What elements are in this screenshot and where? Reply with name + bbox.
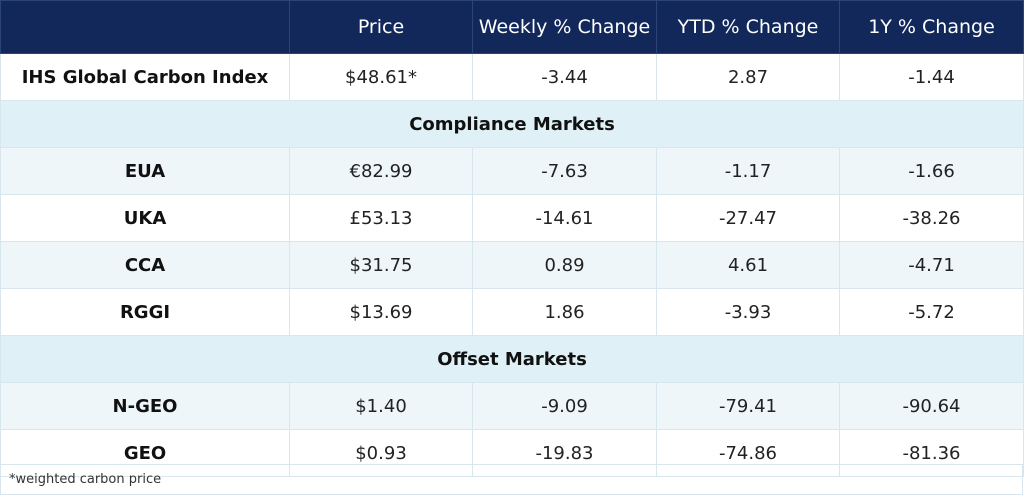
header-row: Price Weekly % Change YTD % Change 1Y % …	[0, 0, 1024, 54]
table-row: IHS Global Carbon Index $48.61* -3.44 2.87-…	[0, 53, 1024, 101]
weekly-change-cell: -9.09	[472, 382, 657, 430]
section-row: Offset Markets	[0, 335, 1024, 383]
weekly-change-cell: -14.61	[472, 194, 657, 242]
ytd-change-cell: -27.47	[656, 194, 840, 242]
header-cell-ytd-change: YTD % Change	[656, 0, 840, 54]
weekly-change-cell: 1.86	[472, 288, 657, 336]
table-row: UKA £53.13 -14.61 -27.47 -38.26	[0, 194, 1024, 242]
ytd-change-cell: 4.61	[656, 241, 840, 289]
price-cell: $48.61*	[289, 53, 473, 101]
row-label: EUA	[0, 147, 290, 195]
one-year-change-cell: -4.71	[839, 241, 1024, 289]
price-cell: $0.93	[289, 429, 473, 477]
table-row: RGGI $13.69 1.86 -3.93 -5.72	[0, 288, 1024, 336]
ytd-change-cell: -74.86	[656, 429, 840, 477]
price-cell: $31.75	[289, 241, 473, 289]
ytd-change-cell: -1.17	[656, 147, 840, 195]
table-row: CCA $31.75 0.89 4.61 -4.71	[0, 241, 1024, 289]
one-year-change-cell: -81.36	[839, 429, 1024, 477]
ytd-change-cell: -79.41	[656, 382, 840, 430]
ytd-change-cell: -3.93	[656, 288, 840, 336]
price-cell: $13.69	[289, 288, 473, 336]
table-row: N-GEO $1.40 -9.09 -79.41 -90.64	[0, 382, 1024, 430]
one-year-change-cell: -5.72	[839, 288, 1024, 336]
row-label: N-GEO	[0, 382, 290, 430]
header-cell-weekly-change: Weekly % Change	[472, 0, 657, 54]
price-cell: €82.99	[289, 147, 473, 195]
weekly-change-cell: -3.44	[472, 53, 657, 101]
row-label: GEO	[0, 429, 290, 477]
price-cell: $1.40	[289, 382, 473, 430]
table-row: GEO $0.93 -19.83 -74.86 -81.36	[0, 429, 1024, 477]
table-body: IHS Global Carbon Index $48.61* -3.44 2.87-…	[0, 53, 1024, 477]
section-row: Compliance Markets	[0, 100, 1024, 148]
section-title: Offset Markets	[0, 335, 1024, 383]
row-label: RGGI	[0, 288, 290, 336]
footnote: *weighted carbon price	[0, 464, 1023, 495]
row-label: UKA	[0, 194, 290, 242]
weekly-change-cell: 0.89	[472, 241, 657, 289]
table-row: EUA €82.99 -7.63 -1.17 -1.66	[0, 147, 1024, 195]
one-year-change-cell: -1.66	[839, 147, 1024, 195]
header-cell-price: Price	[289, 0, 473, 54]
one-year-change-cell: -90.64	[839, 382, 1024, 430]
row-label: IHS Global Carbon Index	[0, 53, 290, 101]
weekly-change-cell: -7.63	[472, 147, 657, 195]
row-label: CCA	[0, 241, 290, 289]
ytd-change-cell: 2.87	[656, 53, 840, 101]
one-year-change-cell: -1.44	[839, 53, 1024, 101]
carbon-price-table: Price Weekly % Change YTD % Change 1Y % …	[0, 0, 1024, 477]
one-year-change-cell: -38.26	[839, 194, 1024, 242]
price-cell: £53.13	[289, 194, 473, 242]
header-cell-blank	[0, 0, 290, 54]
section-title: Compliance Markets	[0, 100, 1024, 148]
header-cell-1y-change: 1Y % Change	[839, 0, 1024, 54]
